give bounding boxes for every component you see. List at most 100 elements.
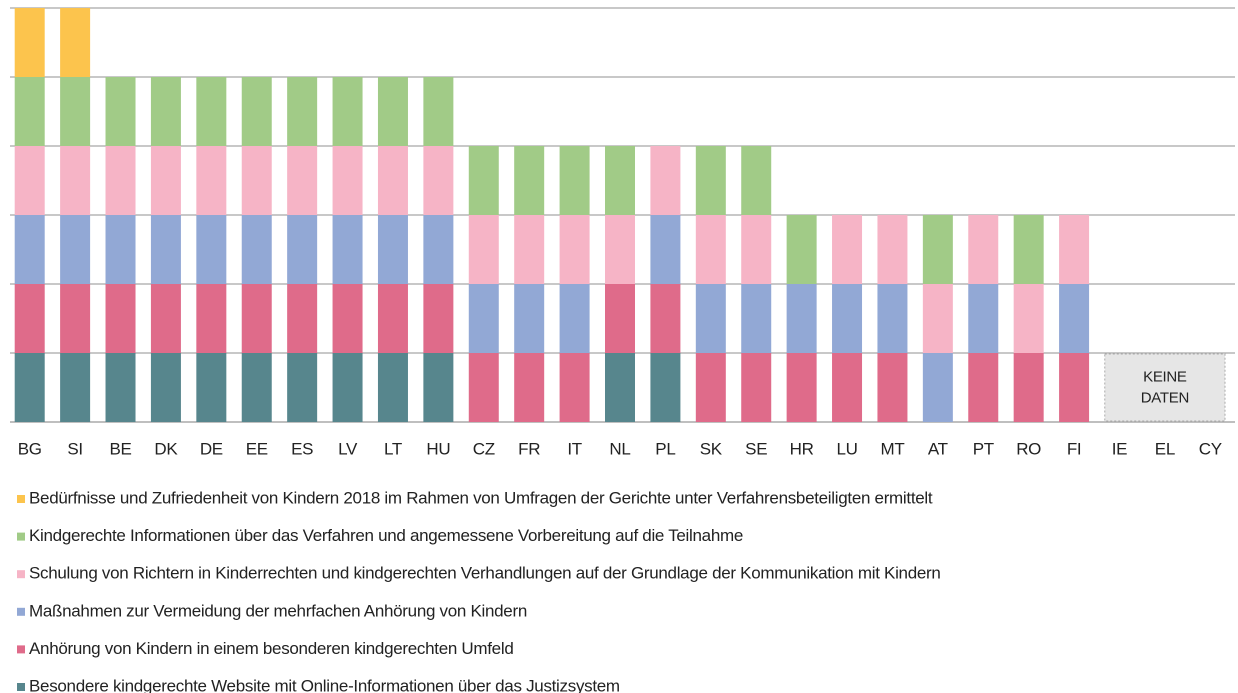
- x-tick-label: AT: [928, 439, 948, 458]
- bar-segment: [741, 146, 772, 215]
- x-tick-label: NL: [609, 439, 630, 458]
- bar-segment: [14, 146, 45, 215]
- bar-segment: [287, 353, 318, 422]
- x-tick-label: EE: [246, 439, 268, 458]
- bar-segment: [650, 284, 681, 353]
- x-tick-label: ES: [291, 439, 313, 458]
- bar-segment: [468, 146, 499, 215]
- legend-swatch: [17, 683, 25, 691]
- bar-segment: [741, 353, 772, 422]
- x-tick-label: BG: [18, 439, 42, 458]
- bar-segment: [423, 284, 454, 353]
- x-tick-label: FI: [1067, 439, 1082, 458]
- bar-segment: [832, 215, 863, 284]
- bar-segment: [241, 215, 272, 284]
- bar-segment: [377, 146, 408, 215]
- x-tick-label: FR: [518, 439, 540, 458]
- bar-segment: [514, 215, 545, 284]
- bar-segment: [150, 77, 181, 146]
- bar-segment: [287, 284, 318, 353]
- bar-segment: [14, 284, 45, 353]
- bar-segment: [241, 146, 272, 215]
- bar-segment: [150, 284, 181, 353]
- x-tick-label: SK: [700, 439, 723, 458]
- bar-segment: [786, 353, 817, 422]
- bar-segment: [922, 215, 953, 284]
- bar-segment: [468, 284, 499, 353]
- x-tick-label: PT: [973, 439, 994, 458]
- x-tick-label: PL: [655, 439, 675, 458]
- legend-swatch: [17, 607, 25, 616]
- x-tick-label: DK: [154, 439, 178, 458]
- bar-segment: [650, 215, 681, 284]
- bar-segment: [196, 77, 227, 146]
- bar-segment: [559, 353, 590, 422]
- bar-segment: [196, 215, 227, 284]
- bar-segment: [468, 353, 499, 422]
- bar-segment: [832, 284, 863, 353]
- bar-segment: [14, 353, 45, 422]
- legend-label: Anhörung von Kindern in einem besonderen…: [29, 639, 513, 658]
- bar-segment: [196, 146, 227, 215]
- legend-label: Maßnahmen zur Vermeidung der mehrfachen …: [29, 601, 527, 620]
- bar-segment: [105, 146, 136, 215]
- bar-segment: [423, 215, 454, 284]
- bar-segment: [468, 215, 499, 284]
- x-tick-label: DE: [200, 439, 223, 458]
- bar-segment: [150, 353, 181, 422]
- bar-segment: [877, 215, 908, 284]
- x-tick-label: LV: [338, 439, 358, 458]
- bar-segment: [60, 77, 91, 146]
- bar-segment: [377, 77, 408, 146]
- bar-segment: [287, 146, 318, 215]
- bar-segment: [287, 77, 318, 146]
- bar-segment: [105, 284, 136, 353]
- x-tick-label: HR: [790, 439, 814, 458]
- bar-segment: [196, 353, 227, 422]
- x-tick-label: CZ: [473, 439, 495, 458]
- bar-segment: [241, 353, 272, 422]
- bar-segment: [605, 284, 635, 353]
- bar-segment: [377, 215, 408, 284]
- bar-segment: [150, 146, 181, 215]
- x-tick-label: MT: [880, 439, 904, 458]
- bar-segment: [877, 284, 908, 353]
- bar-segment: [332, 77, 363, 146]
- bar-segment: [605, 353, 635, 422]
- legend-label: Bedürfnisse und Zufriedenheit von Kinder…: [29, 488, 933, 507]
- bar-segment: [423, 146, 454, 215]
- legend-swatch: [17, 495, 25, 503]
- bar-segment: [196, 284, 227, 353]
- bar-segment: [968, 353, 999, 422]
- bar-segment: [105, 215, 136, 284]
- bar-segment: [741, 215, 772, 284]
- x-tick-label: LU: [836, 439, 857, 458]
- legend-swatch: [17, 645, 25, 654]
- bar-segment: [1013, 284, 1044, 353]
- bar-segment: [922, 284, 953, 353]
- no-data-line: DATEN: [1141, 389, 1189, 406]
- no-data-box: [1104, 353, 1226, 422]
- x-tick-label: CY: [1199, 439, 1222, 458]
- bar-segment: [1059, 215, 1090, 284]
- bar-segment: [1059, 284, 1090, 353]
- bar-segment: [377, 353, 408, 422]
- bar-segment: [105, 77, 136, 146]
- legend-label: Schulung von Richtern in Kinderrechten u…: [29, 564, 941, 583]
- bar-segment: [60, 146, 91, 215]
- bar-segment: [695, 284, 726, 353]
- bar-segment: [559, 215, 590, 284]
- bar-segment: [105, 353, 136, 422]
- bar-segment: [695, 215, 726, 284]
- bar-segment: [695, 353, 726, 422]
- legend-label: Besondere kindgerechte Website mit Onlin…: [29, 676, 620, 693]
- x-tick-label: BE: [109, 439, 131, 458]
- bar-segment: [877, 353, 908, 422]
- bar-segment: [559, 146, 590, 215]
- bar-segment: [605, 146, 635, 215]
- bar-segment: [287, 215, 318, 284]
- bar-segment: [60, 284, 91, 353]
- no-data-label: KEINE DATEN: [1141, 368, 1189, 406]
- x-tick-label: IE: [1112, 439, 1127, 458]
